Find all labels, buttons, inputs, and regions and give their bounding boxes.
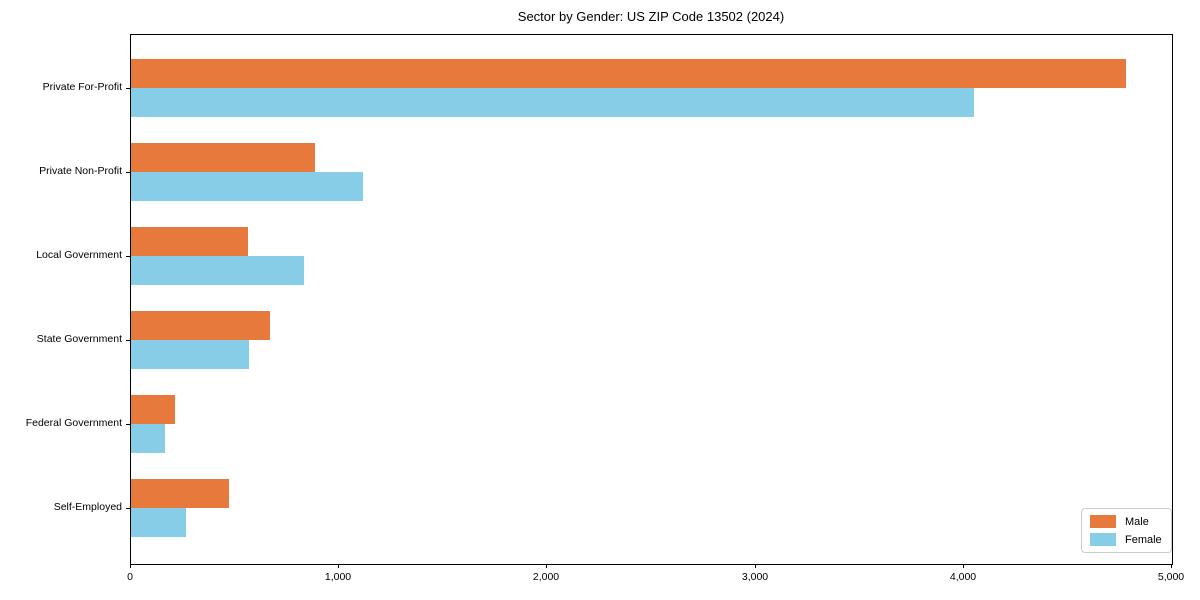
y-tick-mark: [126, 424, 130, 425]
bar-male-self-employed: [131, 479, 229, 508]
legend: Male Female: [1081, 508, 1172, 553]
x-tick-label-2: 2,000: [532, 571, 560, 583]
x-tick-mark: [130, 564, 131, 568]
x-tick-label-0: 0: [127, 571, 133, 583]
y-tick-label-federal-government: Federal Government: [25, 417, 122, 429]
y-tick-label-private-non-profit: Private Non-Profit: [39, 165, 122, 177]
y-tick-mark: [126, 256, 130, 257]
y-tick-mark: [126, 88, 130, 89]
plot-area: [130, 34, 1173, 565]
y-tick-label-local-government: Local Government: [36, 249, 122, 261]
y-tick-mark: [126, 508, 130, 509]
x-tick-mark: [963, 564, 964, 568]
bar-female-local-government: [131, 256, 304, 285]
bar-female-self-employed: [131, 508, 186, 537]
bar-female-private-non-profit: [131, 172, 363, 201]
bar-male-state-government: [131, 311, 270, 340]
bar-female-private-for-profit: [131, 88, 974, 117]
chart-title: Sector by Gender: US ZIP Code 13502 (202…: [517, 9, 785, 24]
female-color-swatch: [1090, 533, 1116, 546]
x-tick-label-1: 1,000: [324, 571, 352, 583]
x-tick-mark: [546, 564, 547, 568]
legend-label-male: Male: [1125, 515, 1149, 528]
bar-female-federal-government: [131, 424, 165, 453]
bar-male-federal-government: [131, 395, 175, 424]
x-tick-label-4: 4,000: [949, 571, 977, 583]
y-tick-mark: [126, 172, 130, 173]
bar-male-private-for-profit: [131, 59, 1126, 88]
x-tick-mark: [338, 564, 339, 568]
bar-male-private-non-profit: [131, 143, 315, 172]
x-tick-mark: [755, 564, 756, 568]
legend-item-male: Male: [1090, 515, 1162, 528]
bar-male-local-government: [131, 227, 248, 256]
male-color-swatch: [1090, 515, 1116, 528]
x-tick-label-5: 5,000: [1157, 571, 1185, 583]
y-tick-label-private-for-profit: Private For-Profit: [42, 81, 122, 93]
bar-female-state-government: [131, 340, 249, 369]
x-tick-mark: [1171, 564, 1172, 568]
legend-item-female: Female: [1090, 533, 1162, 546]
y-tick-mark: [126, 340, 130, 341]
legend-label-female: Female: [1125, 533, 1162, 546]
x-tick-label-3: 3,000: [741, 571, 769, 583]
y-tick-label-state-government: State Government: [36, 333, 122, 345]
y-tick-label-self-employed: Self-Employed: [53, 501, 122, 513]
